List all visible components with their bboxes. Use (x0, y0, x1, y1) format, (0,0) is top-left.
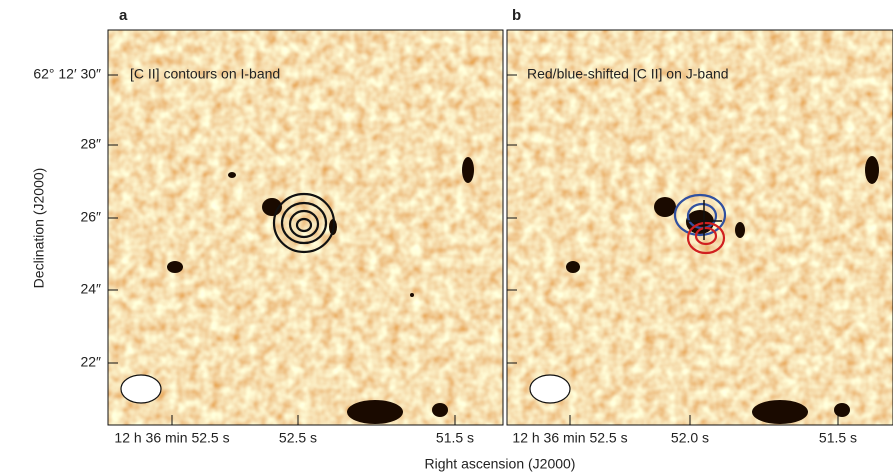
y-tick-label: 26″ (80, 209, 101, 225)
panel-b-frame (506, 29, 893, 426)
x-tick-label: 51.5 s (436, 430, 474, 446)
y-tick-label: 24″ (80, 281, 101, 297)
panel-b-image (507, 30, 893, 425)
x-tick-label: 52.0 s (671, 430, 709, 446)
panel-title: [C II] contours on I-band (130, 66, 280, 82)
panel-a-frame (107, 29, 504, 426)
y-tick-label: 22″ (80, 354, 101, 370)
x-tick-label: 52.5 s (279, 430, 317, 446)
y-tick-label: 62° 12′ 30″ (33, 66, 101, 82)
y-tick-label: 28″ (80, 136, 101, 152)
x-tick-label: 51.5 s (819, 430, 857, 446)
x-tick-label: 12 h 36 min 52.5 s (114, 430, 229, 446)
x-tick-label: 12 h 36 min 52.5 s (512, 430, 627, 446)
y-axis-label: Declination (J2000) (31, 168, 47, 289)
tick-marks (108, 74, 839, 425)
panel-title: Red/blue-shifted [C II] on J-band (527, 66, 729, 82)
panel-label: b (512, 7, 521, 24)
x-axis-label: Right ascension (J2000) (425, 456, 576, 472)
panel-label: a (119, 7, 128, 24)
panel-a-image (108, 30, 503, 425)
